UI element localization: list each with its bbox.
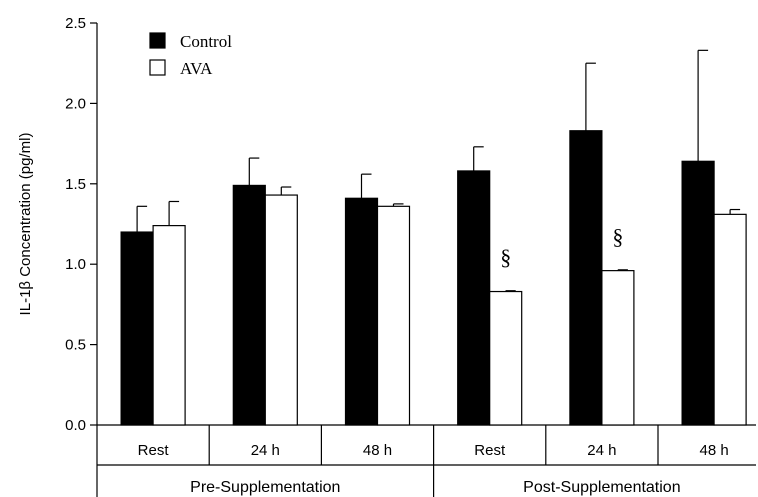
- y-tick-label: 1.0: [65, 256, 86, 273]
- y-axis: 0.0 0.5 1.0 1.5 2.0 2.5: [65, 15, 98, 434]
- bar-ava-4: [601, 270, 635, 426]
- bar-control-4: [569, 130, 603, 426]
- bar-control-0: [120, 231, 154, 426]
- bar-control-5: [681, 160, 715, 426]
- significance-mark: §: [500, 245, 511, 270]
- x-tick-label: 24 h: [251, 442, 280, 459]
- y-tick-label: 1.5: [65, 176, 86, 193]
- x-tick-label: 48 h: [363, 442, 392, 459]
- bar-control-1: [232, 184, 266, 426]
- x-axis: Rest 24 h 48 h Rest 24 h 48 h Pre-Supplementat…: [96, 424, 756, 497]
- bars: [120, 130, 747, 426]
- bar-ava-5: [713, 213, 747, 426]
- x-tick-label: Rest: [474, 442, 506, 459]
- bar-control-2: [344, 197, 379, 426]
- legend: Control AVA: [149, 32, 232, 78]
- annotations: §§: [500, 224, 623, 270]
- bar-ava-2: [376, 205, 411, 426]
- y-axis-title: IL-1β Concentration (pg/ml): [17, 133, 34, 316]
- bar-ava-1: [264, 194, 298, 426]
- y-tick-label: 0.5: [65, 337, 86, 354]
- y-tick-label: 2.5: [65, 15, 86, 32]
- group-label: Pre-Supplementation: [190, 479, 340, 496]
- legend-swatch-ava: [149, 59, 166, 76]
- error-bars: [136, 49, 741, 292]
- legend-swatch-control: [149, 32, 166, 49]
- x-tick-label: 24 h: [587, 442, 616, 459]
- bar-ava-0: [152, 225, 186, 426]
- group-label: Post-Supplementation: [523, 479, 680, 496]
- x-tick-label: Rest: [138, 442, 170, 459]
- bar-ava-3: [489, 290, 523, 426]
- significance-mark: §: [612, 224, 623, 249]
- x-tick-label: 48 h: [699, 442, 728, 459]
- legend-label-ava: AVA: [180, 59, 213, 78]
- legend-label-control: Control: [180, 32, 232, 51]
- y-tick-label: 2.0: [65, 95, 86, 112]
- y-tick-label: 0.0: [65, 417, 86, 434]
- bar-control-3: [457, 170, 491, 426]
